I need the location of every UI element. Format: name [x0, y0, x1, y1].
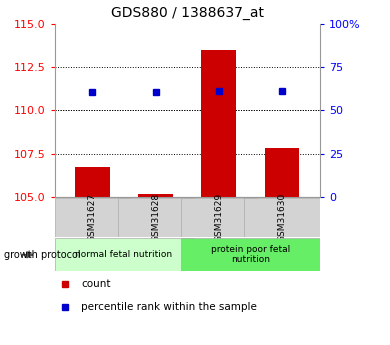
Bar — [244, 198, 320, 237]
Text: GSM31627: GSM31627 — [88, 193, 97, 242]
Bar — [201, 50, 236, 197]
Text: GSM31630: GSM31630 — [277, 193, 286, 242]
Bar — [181, 198, 257, 237]
Text: GSM31628: GSM31628 — [151, 193, 160, 242]
Bar — [75, 167, 110, 197]
Text: normal fetal nutrition: normal fetal nutrition — [76, 250, 173, 259]
Text: growth protocol: growth protocol — [4, 250, 80, 260]
Bar — [55, 238, 193, 271]
Text: percentile rank within the sample: percentile rank within the sample — [81, 302, 257, 312]
Bar — [118, 198, 193, 237]
Bar — [55, 198, 130, 237]
Text: count: count — [81, 279, 111, 289]
Title: GDS880 / 1388637_at: GDS880 / 1388637_at — [111, 6, 264, 20]
Bar — [138, 194, 173, 197]
Bar — [264, 148, 299, 197]
Text: protein poor fetal
nutrition: protein poor fetal nutrition — [211, 245, 290, 265]
Bar — [181, 238, 320, 271]
Text: GSM31629: GSM31629 — [214, 193, 223, 242]
